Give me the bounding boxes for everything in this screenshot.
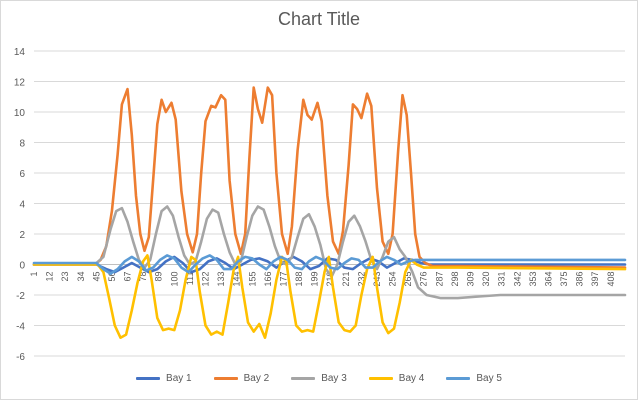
legend-label: Bay 2 (243, 373, 270, 384)
x-tick-label: 122 (200, 272, 210, 287)
legend: Bay 1 Bay 2 Bay 3 Bay 4 Bay 5 (1, 373, 637, 384)
y-tick-label: 2 (19, 230, 25, 241)
legend-item-bay-5: Bay 5 (446, 373, 502, 384)
x-tick-label: 353 (528, 272, 538, 287)
x-tick-label: 408 (606, 272, 616, 287)
x-tick-label: 166 (263, 272, 273, 287)
x-tick-label: 342 (512, 272, 522, 287)
legend-swatch (213, 377, 238, 380)
x-tick-label: 298 (450, 272, 460, 287)
legend-item-bay-2: Bay 2 (213, 373, 270, 384)
x-tick-label: 12 (45, 272, 55, 282)
x-tick-label: 397 (590, 272, 600, 287)
legend-label: Bay 3 (321, 373, 347, 384)
y-tick-label: 6 (19, 169, 25, 180)
x-tick-label: 177 (278, 272, 288, 287)
x-tick-label: 320 (481, 272, 491, 287)
legend-item-bay-4: Bay 4 (368, 373, 425, 384)
x-tick-label: 133 (216, 272, 226, 287)
x-tick-label: 34 (76, 272, 86, 282)
x-tick-label: 287 (434, 272, 444, 287)
y-tick-label: 10 (14, 108, 26, 119)
legend-swatch (368, 377, 393, 380)
series-line-bay-5 (32, 254, 627, 275)
series-lines (32, 86, 627, 340)
x-tick-label: 67 (123, 272, 133, 282)
x-tick-label: 199 (310, 272, 320, 287)
x-tick-label: 56 (107, 272, 117, 282)
y-tick-label: 4 (19, 200, 25, 211)
x-tick-label: 386 (575, 272, 585, 287)
x-tick-label: 254 (388, 272, 398, 287)
y-tick-label: 14 (14, 47, 26, 58)
y-tick-label: 0 (19, 261, 25, 272)
x-tick-label: 210 (325, 272, 335, 287)
series-line-bay-2 (32, 86, 627, 269)
y-axis-ticks: -6 -4 -2 0 2 4 6 8 10 12 14 (14, 47, 26, 363)
x-tick-label: 364 (543, 272, 553, 287)
legend-swatch (291, 377, 316, 380)
x-tick-label: 23 (60, 272, 70, 282)
x-tick-label: 111 (185, 272, 195, 286)
x-tick-label: 155 (247, 272, 257, 287)
y-tick-label: -2 (16, 291, 25, 302)
legend-label: Bay 1 (166, 373, 192, 384)
legend-swatch (446, 377, 471, 380)
x-tick-label: 309 (466, 272, 476, 287)
y-tick-label: -6 (16, 352, 25, 363)
x-tick-label: 144 (232, 272, 242, 287)
y-tick-label: 12 (14, 78, 26, 89)
x-tick-label: 78 (138, 272, 148, 282)
legend-item-bay-3: Bay 3 (291, 373, 347, 384)
legend-swatch (136, 377, 161, 380)
x-tick-label: 276 (419, 272, 429, 287)
x-tick-label: 100 (169, 272, 179, 287)
chart-title: Chart Title (277, 9, 361, 29)
x-tick-label: 89 (154, 272, 164, 282)
x-tick-label: 331 (497, 272, 507, 287)
series-line-bay-4 (32, 254, 627, 340)
x-tick-label: 45 (91, 272, 101, 282)
y-tick-label: -4 (16, 322, 25, 333)
x-tick-label: 188 (294, 272, 304, 287)
x-tick-label: 375 (559, 272, 569, 287)
x-tick-label: 221 (341, 272, 351, 287)
x-tick-label: 1 (29, 272, 39, 277)
y-tick-label: 8 (19, 139, 25, 150)
x-tick-label: 232 (356, 272, 366, 287)
x-tick-label: 265 (403, 272, 413, 287)
legend-label: Bay 5 (476, 373, 502, 384)
legend-label: Bay 4 (398, 373, 425, 384)
legend-item-bay-1: Bay 1 (136, 373, 192, 384)
